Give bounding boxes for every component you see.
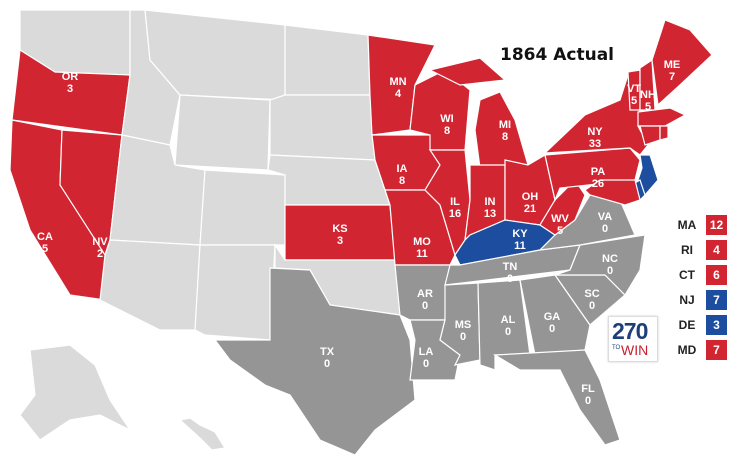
- state-votes: 0: [423, 358, 429, 370]
- state-label: OH: [522, 191, 539, 203]
- state-votes: 5: [631, 95, 637, 107]
- legend-item-de[interactable]: DE 3: [672, 315, 732, 335]
- state-co[interactable]: [199, 169, 286, 246]
- state-votes: 0: [607, 265, 613, 277]
- state-fl[interactable]: [493, 349, 621, 446]
- legend-item-ct[interactable]: CT 6: [672, 265, 732, 285]
- state-nd[interactable]: [284, 24, 371, 96]
- state-wy[interactable]: [174, 94, 271, 171]
- state-label: OR: [62, 71, 79, 83]
- state-votes: 21: [524, 203, 536, 215]
- state-mi-upper[interactable]: [428, 57, 507, 86]
- state-label: AR: [417, 288, 433, 300]
- state-votes: 0: [324, 358, 330, 370]
- legend-state: CT: [679, 268, 695, 282]
- state-md[interactable]: [584, 179, 641, 206]
- state-ri[interactable]: [659, 125, 669, 141]
- state-label: IL: [450, 196, 460, 208]
- state-votes: 5: [645, 101, 651, 113]
- state-me[interactable]: [651, 19, 713, 107]
- legend-item-ri[interactable]: RI 4: [672, 240, 732, 260]
- state-az[interactable]: [99, 239, 201, 331]
- state-label: NY: [587, 126, 603, 138]
- state-ak[interactable]: [19, 344, 132, 441]
- state-votes: 3: [67, 83, 73, 95]
- state-ne[interactable]: [267, 154, 391, 206]
- legend-votes: 6: [706, 265, 727, 285]
- state-votes: 11: [514, 240, 526, 252]
- state-votes: 5: [42, 243, 48, 255]
- legend-state: RI: [681, 243, 693, 257]
- state-label: SC: [584, 288, 599, 300]
- 270towin-logo[interactable]: 270 TO WIN: [608, 316, 658, 362]
- state-votes: 0: [585, 395, 591, 407]
- state-label: WV: [551, 213, 569, 225]
- state-votes: 0: [422, 300, 428, 312]
- state-votes: 7: [669, 71, 675, 83]
- state-votes: 0: [602, 223, 608, 235]
- state-votes: 0: [505, 326, 511, 338]
- state-label: MI: [499, 119, 511, 131]
- state-label: TN: [503, 261, 518, 273]
- legend-state: DE: [678, 318, 696, 332]
- state-label: NH: [640, 89, 656, 101]
- map-title: 1864 Actual: [500, 45, 614, 65]
- state-label: PA: [591, 166, 606, 178]
- state-votes: 16: [449, 208, 461, 220]
- legend-item-ma[interactable]: MA 12: [672, 215, 732, 235]
- state-label: GA: [544, 311, 561, 323]
- state-label: CA: [37, 231, 53, 243]
- legend-votes: 12: [706, 215, 727, 235]
- state-label: KS: [332, 223, 347, 235]
- state-label: NV: [92, 236, 108, 248]
- state-votes: 8: [444, 125, 450, 137]
- state-label: LA: [419, 346, 434, 358]
- state-label: MS: [455, 319, 472, 331]
- state-votes: 26: [592, 178, 604, 190]
- state-label: MO: [413, 236, 431, 248]
- state-votes: 8: [399, 175, 405, 187]
- state-votes: 33: [589, 138, 601, 150]
- state-votes: 11: [416, 248, 428, 260]
- state-label: NC: [602, 253, 618, 265]
- state-tx[interactable]: [213, 267, 416, 456]
- state-label: MN: [389, 76, 406, 88]
- state-label: KY: [512, 228, 528, 240]
- legend-votes: 7: [706, 340, 727, 360]
- state-label: VA: [598, 211, 613, 223]
- state-label: TX: [320, 346, 335, 358]
- state-votes: 5: [557, 225, 563, 237]
- legend-votes: 3: [706, 315, 727, 335]
- legend-votes: 7: [706, 290, 727, 310]
- state-hi[interactable]: [178, 417, 226, 451]
- state-votes: 2: [97, 248, 103, 260]
- state-label: IA: [397, 163, 408, 175]
- state-nm[interactable]: [194, 244, 276, 341]
- legend-state: NJ: [679, 293, 695, 307]
- state-votes: 4: [395, 88, 402, 100]
- state-votes: 0: [549, 323, 555, 335]
- state-votes: 3: [337, 235, 343, 247]
- state-votes: 0: [460, 331, 466, 343]
- legend-state: MA: [677, 218, 697, 232]
- legend-item-nj[interactable]: NJ 7: [672, 290, 732, 310]
- state-ma[interactable]: [637, 107, 687, 127]
- state-label: AL: [501, 314, 516, 326]
- state-votes: 0: [507, 273, 513, 285]
- state-label: ME: [664, 59, 681, 71]
- state-sd[interactable]: [269, 94, 376, 161]
- state-label: WI: [440, 113, 453, 125]
- state-label: IN: [485, 196, 496, 208]
- legend-state: MD: [677, 343, 697, 357]
- legend-item-md[interactable]: MD 7: [672, 340, 732, 360]
- state-votes: 8: [502, 131, 508, 143]
- legend-votes: 4: [706, 240, 727, 260]
- state-label: FL: [581, 383, 595, 395]
- state-ga[interactable]: [519, 274, 591, 356]
- state-votes: 0: [589, 300, 595, 312]
- state-label: VT: [627, 83, 641, 95]
- state-votes: 13: [484, 208, 496, 220]
